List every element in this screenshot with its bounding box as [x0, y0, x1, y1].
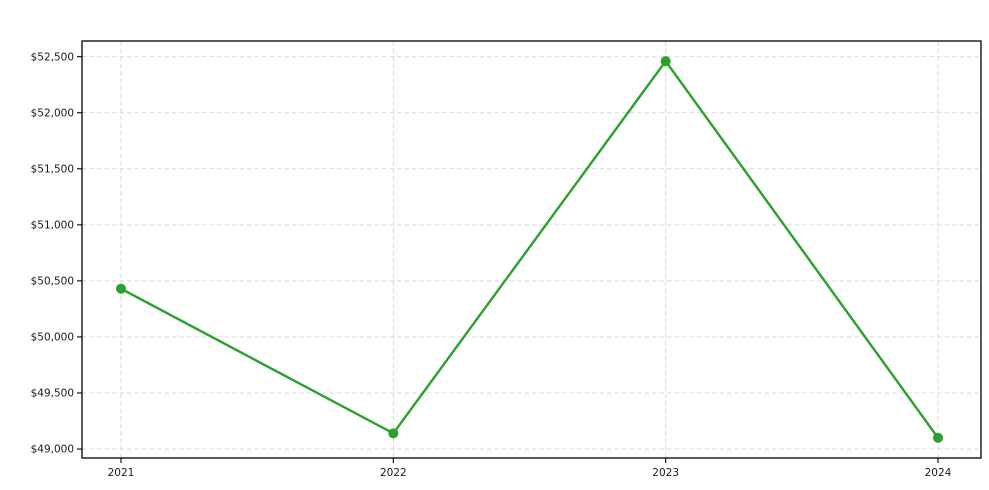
trend-line: [119, 59, 940, 440]
x-tick-label: 2021: [108, 467, 135, 479]
x-tick-label: 2022: [380, 467, 407, 479]
data-point-2022: [388, 428, 399, 439]
x-tick-label: 2023: [652, 467, 679, 479]
x-tick-label: 2024: [925, 467, 952, 479]
y-tick-label: $50,000: [31, 332, 74, 344]
y-tick-label: $50,500: [31, 276, 74, 288]
data-point-2023: [660, 56, 671, 67]
y-tick-label: $52,500: [31, 51, 74, 63]
y-tick-label: $49,500: [31, 388, 74, 400]
y-tick-label: $51,000: [31, 220, 74, 232]
y-tick-label: $49,000: [31, 444, 74, 456]
data-point-2021: [116, 283, 126, 294]
data-point-2024: [933, 432, 943, 443]
plot-border: [81, 40, 982, 459]
y-tick-label: $52,000: [31, 107, 74, 119]
y-tick-label: $51,500: [31, 163, 74, 175]
